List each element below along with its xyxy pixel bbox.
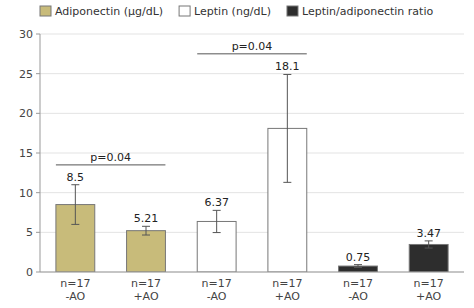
y-tick-label: 20 <box>19 107 33 120</box>
x-tick-label: n=17-AO <box>202 277 232 303</box>
data-label: 8.5 <box>67 171 85 184</box>
error-bar <box>354 265 362 268</box>
x-tick-label: n=17+AO <box>414 277 444 303</box>
grid-line <box>40 192 464 193</box>
data-label: 18.1 <box>275 60 300 73</box>
grid-line <box>40 272 464 273</box>
y-tick <box>36 34 40 35</box>
error-bar <box>142 226 150 235</box>
legend-label: Leptin (ng/dL) <box>194 5 271 18</box>
significance-line <box>197 53 307 54</box>
y-axis: 0 5 10 15 20 25 30 <box>19 28 40 279</box>
y-tick <box>36 113 40 114</box>
legend-item: Leptin (ng/dL) <box>179 5 271 18</box>
error-bar <box>425 241 433 248</box>
annotation: p=0.04 <box>90 151 131 164</box>
legend: Adiponectin (µg/dL) Leptin (ng/dL) Leptin/… <box>40 5 433 18</box>
legend-swatch <box>287 6 298 16</box>
annotation: p=0.04 <box>232 40 273 53</box>
grid-line <box>40 34 464 35</box>
error-bar <box>71 185 79 225</box>
error-bar <box>283 74 291 182</box>
y-tick-label: 10 <box>19 187 33 200</box>
legend-label: Adiponectin (µg/dL) <box>55 5 163 18</box>
significance-line <box>56 164 166 165</box>
legend-swatch <box>40 6 51 16</box>
y-tick-label: 25 <box>19 68 33 81</box>
data-label: 0.75 <box>346 251 371 264</box>
x-tick-label: n=17+AO <box>272 277 302 303</box>
data-label: 3.47 <box>416 227 441 240</box>
bars <box>56 74 448 272</box>
grid <box>40 34 464 272</box>
x-axis-line <box>40 272 464 273</box>
error-bar <box>213 210 221 232</box>
legend-swatch <box>179 6 190 16</box>
grid-line <box>40 113 464 114</box>
data-label: 6.37 <box>204 196 229 209</box>
grid-line <box>40 73 464 74</box>
bar <box>409 244 448 272</box>
data-labels: 8.5 5.21 6.37 18.1 0.75 3.47 <box>67 60 441 263</box>
legend-label: Leptin/adiponectin ratio <box>302 5 433 18</box>
chart: 0 5 10 15 20 25 30 8.5 5.21 6.37 18.1 0.75 3.47 n=17-… <box>0 0 474 308</box>
grid-line <box>40 232 464 233</box>
data-label: 5.21 <box>134 212 159 225</box>
y-tick <box>36 192 40 193</box>
y-tick <box>36 272 40 273</box>
x-tick-label: n=17-AO <box>343 277 373 303</box>
y-tick <box>36 73 40 74</box>
x-tick-label: n=17+AO <box>131 277 161 303</box>
y-axis-line <box>40 34 41 272</box>
legend-item: Adiponectin (µg/dL) <box>40 5 163 18</box>
y-tick <box>36 232 40 233</box>
y-tick-label: 30 <box>19 28 33 41</box>
x-axis: n=17-AO n=17+AO n=17-AO n=17+AO n=17-AO n=17+… <box>40 272 464 303</box>
y-tick-label: 15 <box>19 147 33 160</box>
legend-item: Leptin/adiponectin ratio <box>287 5 433 18</box>
y-tick-label: 0 <box>26 266 33 279</box>
y-tick-label: 5 <box>26 226 33 239</box>
x-tick-label: n=17-AO <box>60 277 90 303</box>
annotations: p=0.04 p=0.04 <box>56 40 307 165</box>
y-tick <box>36 153 40 154</box>
bar <box>127 231 166 272</box>
